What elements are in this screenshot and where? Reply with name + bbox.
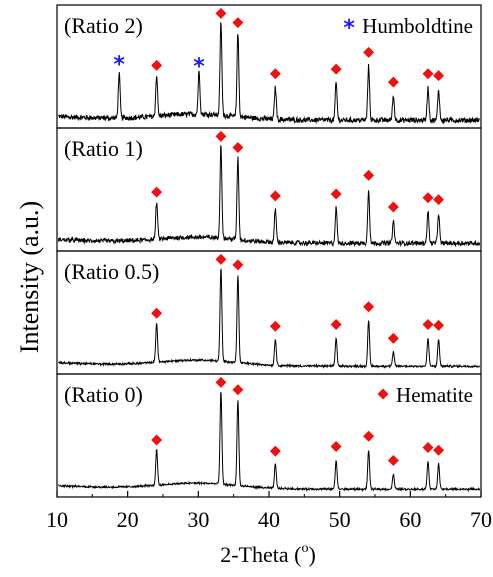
panel-label: (Ratio 2) [64,13,143,38]
panel-label: (Ratio 0) [64,382,143,407]
x-axis-label: 2-Theta (o) [220,541,316,567]
hematite-peak-marker [387,454,399,466]
x-tick-label: 10 [46,507,68,532]
hematite-peak-marker [422,318,434,330]
hematite-peak-marker [232,259,244,271]
legend-label: Hematite [396,383,473,407]
x-tick-label: 20 [117,507,139,532]
xrd-pattern-line [58,391,481,493]
hematite-peak-marker [151,186,163,198]
panel-label: (Ratio 1) [64,136,143,161]
panel-3: (Ratio 0.5) [56,250,482,375]
xrd-pattern-line [58,268,481,369]
panel-1: * * (Ratio 2) [56,4,482,129]
hematite-peak-marker [433,194,445,206]
x-tick-label: 50 [329,507,351,532]
xrd-pattern-line [58,22,480,125]
hematite-peak-marker [269,320,281,332]
x-tick-label: 70 [470,507,492,532]
hematite-peak-marker [363,46,375,58]
hematite-peak-marker [269,445,281,457]
hematite-peak-marker [433,70,445,82]
hematite-peak-marker [433,319,445,331]
panel-2: (Ratio 1) [56,127,482,252]
hematite-peak-marker [330,318,342,330]
hematite-peak-marker [215,253,227,265]
hematite-peak-marker [363,169,375,181]
hematite-peak-marker [215,376,227,388]
legend-hematite: Hematite [377,383,473,407]
hematite-peak-marker [433,444,445,456]
xrd-pattern-line [57,145,481,248]
panel-4: (Ratio 0) [56,373,482,498]
hematite-peak-marker [330,63,342,75]
hematite-peak-marker [422,192,434,204]
y-axis-label: Intensity (a.u.) [15,201,44,353]
hematite-peak-marker [387,332,399,344]
hematite-peak-marker [151,59,163,71]
hematite-peak-marker [363,430,375,442]
hematite-peak-marker [330,441,342,453]
hematite-peak-marker [330,188,342,200]
hematite-peak-marker [151,307,163,319]
hematite-peak-marker [422,441,434,453]
hematite-peak-marker [215,130,227,142]
hematite-peak-marker [151,434,163,446]
hematite-peak-marker [232,384,244,396]
hematite-peak-marker [269,190,281,202]
x-tick-label: 40 [258,507,280,532]
x-axis: 10 20 30 40 50 60 70 [46,491,492,532]
x-tick-label: 60 [399,507,421,532]
legend-star-icon: * [343,16,355,41]
hematite-peak-marker [387,76,399,88]
hematite-peak-marker [269,68,281,80]
legend-humboldtine: Humboldtine * [343,14,473,41]
legend-label: Humboldtine [362,14,473,38]
xrd-panels: * * (Ratio 2) (Ratio 1) (Ratio 0.5) (Ratio 0)… [56,4,482,498]
hematite-peak-marker [422,68,434,80]
hematite-peak-marker [232,142,244,154]
hematite-peak-marker [215,7,227,19]
x-tick-label: 30 [187,507,209,532]
humboldtine-peak-marker: * [193,55,205,80]
hematite-peak-marker [363,301,375,313]
legend-diamond-icon [377,388,389,400]
hematite-peak-marker [387,201,399,213]
hematite-peak-marker [232,17,244,29]
panel-label: (Ratio 0.5) [64,259,159,284]
x-axis-label-degree: o [301,541,308,556]
humboldtine-peak-marker: * [113,53,125,78]
